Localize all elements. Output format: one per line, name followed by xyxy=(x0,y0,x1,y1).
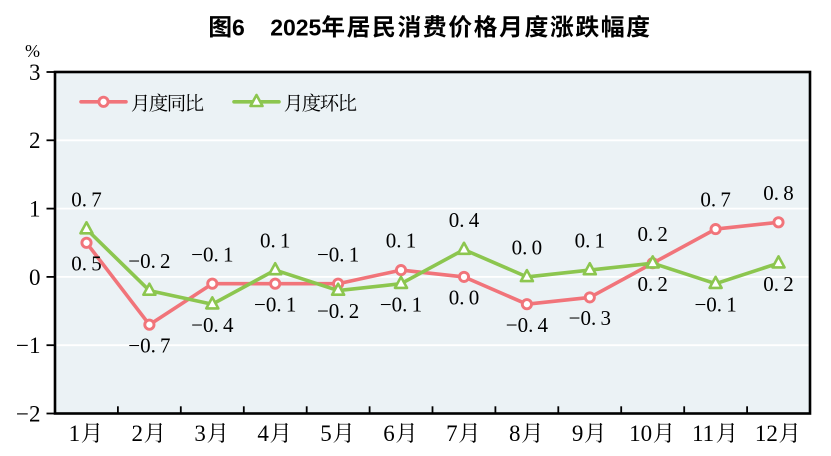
svg-text:1: 1 xyxy=(69,421,81,446)
svg-text:11: 11 xyxy=(692,421,714,446)
svg-text:−0. 2: −0. 2 xyxy=(128,249,170,273)
svg-text:9: 9 xyxy=(572,421,584,446)
svg-text:−0. 1: −0. 1 xyxy=(694,292,736,316)
svg-text:0. 7: 0. 7 xyxy=(71,188,101,212)
svg-text:0: 0 xyxy=(29,265,41,290)
svg-text:%: % xyxy=(25,41,40,61)
svg-text:−0. 1: −0. 1 xyxy=(191,242,233,266)
svg-text:−0. 2: −0. 2 xyxy=(317,299,359,323)
svg-text:0. 2: 0. 2 xyxy=(763,272,793,296)
svg-text:4: 4 xyxy=(257,421,269,446)
svg-text:−0. 1: −0. 1 xyxy=(317,242,359,266)
svg-text:5: 5 xyxy=(320,421,332,446)
svg-text:0. 0: 0. 0 xyxy=(512,236,542,260)
svg-text:−0. 4: −0. 4 xyxy=(506,313,549,337)
svg-text:8: 8 xyxy=(509,421,521,446)
svg-text:0. 1: 0. 1 xyxy=(386,229,416,253)
svg-text:3: 3 xyxy=(29,60,41,85)
svg-text:1: 1 xyxy=(29,197,41,222)
svg-text:6: 6 xyxy=(232,14,245,40)
svg-text:2: 2 xyxy=(132,421,144,446)
svg-text:−0. 3: −0. 3 xyxy=(569,306,611,330)
svg-text:2: 2 xyxy=(29,128,41,153)
svg-text:0. 4: 0. 4 xyxy=(449,208,480,232)
svg-text:2025: 2025 xyxy=(270,14,321,40)
svg-text:0. 7: 0. 7 xyxy=(700,188,730,212)
svg-text:12: 12 xyxy=(755,421,778,446)
svg-text:0. 0: 0. 0 xyxy=(449,286,479,310)
svg-text:−1: −1 xyxy=(16,333,40,358)
svg-text:3: 3 xyxy=(194,421,206,446)
svg-text:10: 10 xyxy=(629,421,652,446)
svg-text:7: 7 xyxy=(446,421,458,446)
svg-text:0. 5: 0. 5 xyxy=(71,251,101,275)
svg-text:0. 2: 0. 2 xyxy=(637,222,667,246)
svg-text:−0. 4: −0. 4 xyxy=(191,313,234,337)
svg-text:0. 2: 0. 2 xyxy=(637,272,667,296)
svg-text:0. 8: 0. 8 xyxy=(763,181,793,205)
svg-text:0. 1: 0. 1 xyxy=(260,229,290,253)
svg-text:−0. 1: −0. 1 xyxy=(380,292,422,316)
svg-text:−0. 1: −0. 1 xyxy=(254,292,296,316)
svg-text:0. 1: 0. 1 xyxy=(575,229,605,253)
svg-text:6: 6 xyxy=(383,421,395,446)
svg-text:−0. 7: −0. 7 xyxy=(128,333,170,357)
svg-text:−2: −2 xyxy=(16,401,40,426)
